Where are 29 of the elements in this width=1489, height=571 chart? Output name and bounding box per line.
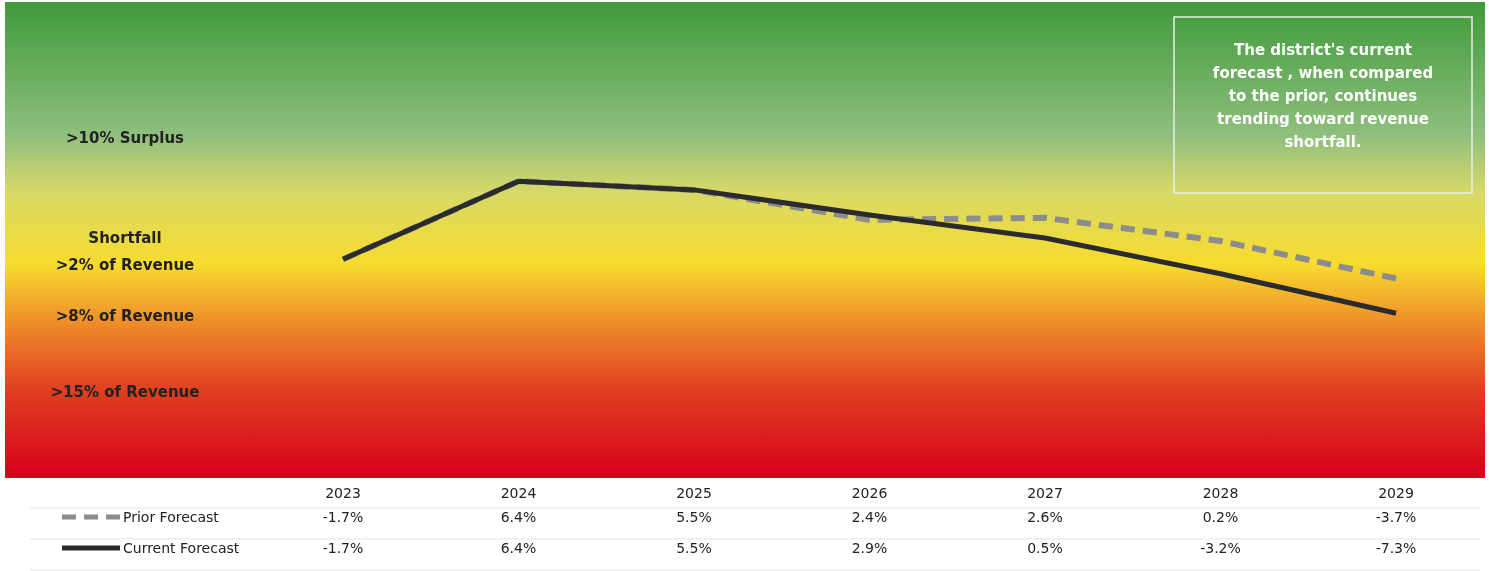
data-label: -1.7% xyxy=(322,540,364,556)
data-label: 2.6% xyxy=(1027,509,1063,525)
data-label: 5.5% xyxy=(676,540,712,556)
text: Shortfall xyxy=(88,229,162,247)
data-label: 6.4% xyxy=(500,509,537,525)
text: >8% of Revenue xyxy=(55,307,195,325)
data-label: 0.5% xyxy=(1027,540,1063,556)
text: >10% Surplus xyxy=(65,129,185,147)
data-label: 2.4% xyxy=(851,509,888,525)
x-tick-label: 2029 xyxy=(1378,485,1414,501)
data-label: 6.4% xyxy=(500,540,537,556)
data-label: -3.2% xyxy=(1200,540,1241,556)
x-tick-label: 2026 xyxy=(851,485,888,501)
legend-label: Prior Forecast xyxy=(123,509,220,525)
data-label: -7.3% xyxy=(1375,540,1417,556)
x-tick-label: 2025 xyxy=(676,485,712,501)
x-tick-label: 2027 xyxy=(1027,485,1063,501)
data-label: 5.5% xyxy=(676,509,712,525)
x-tick-label: 2024 xyxy=(500,485,537,501)
text: >2% of Revenue xyxy=(55,256,195,274)
data-label: 2.9% xyxy=(851,540,888,556)
data-label: 0.2% xyxy=(1202,509,1239,525)
annotation: The district's current forecast , when compared to the prior, continues trending toward revenue shortfall. xyxy=(1212,41,1434,151)
data-label: -3.7% xyxy=(1375,509,1417,525)
legend-label: Current Forecast xyxy=(123,540,240,556)
x-tick-label: 2023 xyxy=(325,485,361,501)
text: >15% of Revenue xyxy=(50,383,200,401)
data-label: -1.7% xyxy=(322,509,364,525)
x-tick-label: 2028 xyxy=(1202,485,1239,501)
